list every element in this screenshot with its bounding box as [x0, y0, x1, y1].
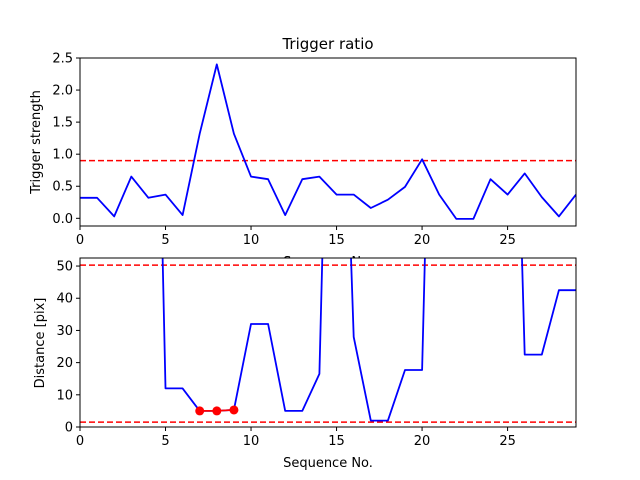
bottom-chart-layer: 0 5 10 15 20 25 0 10 20 30 40 50	[56, 257, 577, 449]
bottom-chart-xlabel: Sequence No.	[283, 456, 373, 471]
bottom-chart-xtick-label: 5	[161, 434, 169, 449]
top-chart-ytick-label: 2.5	[52, 52, 73, 67]
distance-chart: Distance [pix]	[33, 298, 48, 389]
bottom-chart-ytick-label: 20	[56, 356, 73, 371]
bottom-chart-xtick-label: 15	[328, 434, 345, 449]
bottom-chart-xtick-label: 25	[499, 434, 516, 449]
bottom-chart-ytick-label: 0	[65, 421, 73, 436]
top-chart-xtick-label: 15	[328, 233, 345, 248]
bottom-chart-xtick-label: 20	[414, 434, 431, 449]
top-chart-xtick-label: 10	[243, 233, 260, 248]
top-chart-series-line	[80, 63, 576, 220]
top-chart-xtick-label: 25	[499, 233, 516, 248]
top-chart-ytick-label: 0.5	[52, 180, 73, 195]
bottom-chart-marker-point	[195, 406, 205, 416]
trigger-ratio-chart: Trigger ratio Trigger strength 0 5 10 15 20 2…	[29, 35, 577, 248]
top-chart-ylabel: Trigger strength	[29, 90, 44, 195]
bottom-chart-ytick-label: 10	[56, 388, 73, 403]
bottom-chart-ylabel: Distance [pix]	[33, 298, 48, 389]
top-chart-ytick-label: 1.5	[52, 116, 73, 131]
top-chart-xtick-label: 0	[76, 233, 84, 248]
bottom-chart-axes-frame	[79, 257, 577, 428]
bottom-chart-ytick-label: 50	[56, 260, 73, 275]
top-chart-ytick-label: 1.0	[52, 148, 73, 163]
bottom-chart-marker-point	[229, 405, 239, 415]
top-chart-axes-frame	[79, 57, 577, 227]
bottom-chart-ytick-label: 40	[56, 292, 73, 307]
bottom-chart-xtick-label: 0	[76, 434, 84, 449]
top-chart-title: Trigger ratio	[281, 35, 373, 53]
top-chart-xtick-label: 5	[161, 233, 169, 248]
bottom-chart-marker-point	[212, 406, 222, 416]
top-chart-xtick-label: 20	[414, 233, 431, 248]
bottom-axes-background	[80, 258, 576, 428]
bottom-chart-ytick-label: 30	[56, 324, 73, 339]
top-plot-area: 0 5 10 15 20 25 0.0 0.5 1.0 1.5 2.0 2.5	[52, 52, 577, 248]
top-chart-ytick-label: 0.0	[52, 212, 73, 227]
bottom-chart-xtick-label: 10	[243, 434, 260, 449]
top-chart-ytick-label: 2.0	[52, 84, 73, 99]
